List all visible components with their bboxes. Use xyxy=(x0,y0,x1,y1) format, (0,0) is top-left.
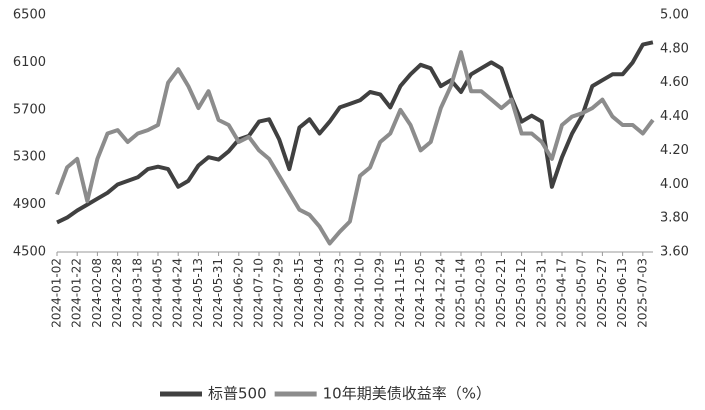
x-tick-label: 2025-07-03 xyxy=(635,258,649,328)
y-tick-label: 4500 xyxy=(13,245,46,260)
y-tick-label: 5700 xyxy=(13,102,46,117)
x-tick-label: 2024-07-29 xyxy=(272,258,286,328)
x-tick-label: 2025-05-07 xyxy=(575,258,589,328)
legend-label: 标普500 xyxy=(208,385,267,403)
x-tick-label: 2024-10-10 xyxy=(353,258,367,328)
y2-tick-label: 4.40 xyxy=(660,109,689,124)
y-tick-label: 6100 xyxy=(13,55,46,70)
x-tick-label: 2024-04-05 xyxy=(151,258,165,328)
y2-tick-label: 4.00 xyxy=(660,177,689,192)
y2-tick-label: 4.20 xyxy=(660,143,689,158)
x-tick-label: 2025-02-21 xyxy=(494,258,508,328)
x-tick-label: 2025-05-27 xyxy=(595,258,609,328)
x-tick-label: 2024-08-15 xyxy=(292,258,306,328)
x-tick-label: 2024-01-02 xyxy=(50,258,64,328)
x-tick-label: 2025-03-31 xyxy=(534,258,548,328)
x-tick-label: 2025-04-17 xyxy=(555,258,569,328)
y-tick-label: 5300 xyxy=(13,150,46,165)
x-tick-label: 2024-07-10 xyxy=(252,258,266,328)
series-line xyxy=(56,40,654,225)
y2-tick-label: 3.60 xyxy=(660,245,689,260)
y2-tick-label: 5.00 xyxy=(660,8,689,23)
y-tick-label: 6500 xyxy=(13,8,46,23)
x-tick-label: 2025-02-03 xyxy=(474,258,488,328)
y2-tick-label: 4.80 xyxy=(660,41,689,56)
y2-tick-label: 4.60 xyxy=(660,75,689,90)
x-tick-label: 2024-12-24 xyxy=(433,258,447,328)
x-tick-label: 2025-01-14 xyxy=(454,258,468,328)
x-tick-label: 2024-01-22 xyxy=(70,258,84,328)
x-tick-label: 2024-09-23 xyxy=(332,258,346,328)
x-tick-label: 2024-02-08 xyxy=(90,258,104,328)
x-tick-label: 2024-05-13 xyxy=(191,258,205,328)
x-tick-label: 2024-03-18 xyxy=(130,258,144,328)
x-tick-label: 2025-06-13 xyxy=(615,258,629,328)
x-tick-label: 2024-12-05 xyxy=(413,258,427,328)
x-tick-label: 2025-03-12 xyxy=(514,258,528,328)
legend-label: 10年期美债收益率（%） xyxy=(323,385,491,403)
y-tick-label: 4900 xyxy=(13,197,46,212)
y2-tick-label: 3.80 xyxy=(660,211,689,226)
x-tick-label: 2024-09-04 xyxy=(312,258,326,328)
series-line xyxy=(55,50,655,246)
x-tick-label: 2024-10-29 xyxy=(373,258,387,328)
x-tick-label: 2024-02-28 xyxy=(110,258,124,328)
x-tick-label: 2024-04-24 xyxy=(171,258,185,328)
x-tick-label: 2024-11-15 xyxy=(393,258,407,328)
x-tick-label: 2024-06-20 xyxy=(231,258,245,328)
x-tick-label: 2024-05-31 xyxy=(211,258,225,328)
